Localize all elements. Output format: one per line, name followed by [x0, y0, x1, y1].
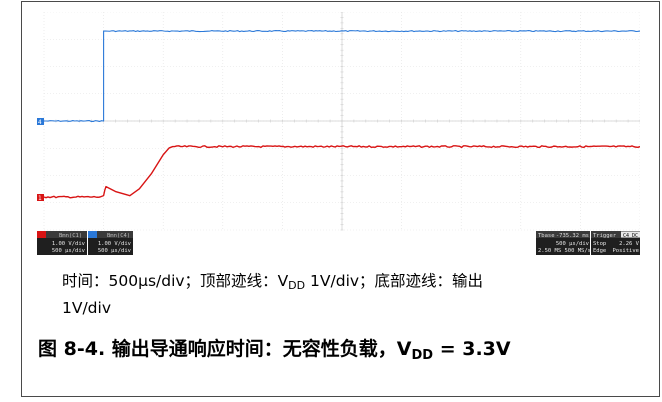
timebase-div: 500 µs/div — [556, 241, 590, 247]
ch4-box-title: Bmn(C4) — [107, 233, 130, 239]
ch1-box-scale: 1.00 V/div — [52, 241, 86, 247]
trigger-slope: Positive — [613, 248, 640, 254]
caption-vdd-subscript: DD — [288, 279, 306, 292]
ch4-box-scale: 1.00 V/div — [98, 241, 132, 247]
ch4-info-box: Bmn(C4) 1.00 V/div 500 µs/div — [88, 231, 133, 255]
figure-title-pre: 图 8-4. 输出导通响应时间：无容性负载，V — [38, 338, 412, 360]
ch4-ground-marker: 4 — [37, 118, 44, 126]
ch1-box-title: Bmn(C1) — [59, 233, 82, 239]
trigger-box: Trigger C4 DC Stop 2.26 V Edge Positive — [591, 231, 640, 255]
ch1-info-box: Bmn(C1) 1.00 V/div 500 µs/div — [37, 231, 87, 255]
scope-traces — [43, 30, 640, 199]
caption-line1-post: 1V/div；底部迹线：输出 — [305, 272, 484, 290]
ch1-trace — [43, 145, 640, 199]
figure-caption: 时间：500µs/div；顶部迹线：VDD 1V/div；底部迹线：输出 1V/… — [62, 268, 642, 322]
trigger-type: Edge — [593, 248, 606, 254]
scope-grid — [43, 12, 640, 231]
figure-title-post: = 3.3V — [433, 338, 511, 360]
trigger-label: Trigger — [593, 233, 617, 239]
timebase-sample: 2.50 MS 500 MS/s — [538, 248, 591, 254]
svg-text:1: 1 — [38, 195, 42, 202]
scope-background — [37, 12, 640, 255]
trigger-level: 2.26 V — [619, 241, 640, 247]
svg-text:4: 4 — [38, 119, 42, 126]
figure-title: 图 8-4. 输出导通响应时间：无容性负载，VDD = 3.3V — [38, 334, 648, 363]
timebase-label: Tbase — [538, 233, 555, 239]
ch4-trace — [43, 30, 640, 123]
timebase-value: -735.32 ms — [556, 233, 589, 239]
figure-title-subscript: DD — [411, 348, 434, 363]
timebase-box: Tbase -735.32 ms 500 µs/div 2.50 MS 500 … — [536, 231, 591, 255]
ch1-box-time: 500 µs/div — [52, 248, 86, 254]
trigger-badge: C4 DC — [623, 233, 638, 239]
caption-line2: 1V/div — [62, 299, 112, 317]
trigger-mode: Stop — [593, 241, 606, 247]
ch4-box-time: 500 µs/div — [98, 248, 132, 254]
oscilloscope-screenshot: 4 1 Bmn(C1) 1.00 V/div 500 µs/div Bmn(C4… — [37, 12, 640, 255]
caption-line1-pre: 时间：500µs/div；顶部迹线：V — [62, 272, 289, 290]
scope-svg: 4 1 Bmn(C1) 1.00 V/div 500 µs/div Bmn(C4… — [37, 12, 640, 255]
ch1-ground-marker: 1 — [37, 194, 44, 202]
